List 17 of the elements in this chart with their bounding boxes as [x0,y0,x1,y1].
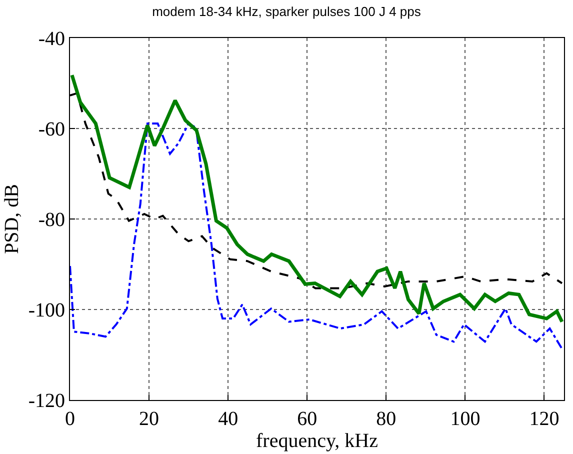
x-tick-label: 120 [529,408,560,430]
y-tick-label: -80 [38,209,65,231]
x-tick-label: 40 [218,408,238,430]
y-tick-label: -120 [28,390,65,412]
x-tick-label: 0 [65,408,75,430]
y-tick-label: -100 [28,300,65,322]
x-tick-label: 100 [450,408,480,430]
y-tick-label: -60 [38,118,65,140]
x-tick-label: 20 [139,408,160,430]
y-axis-title: PSD, dB [0,184,23,254]
line-series [70,73,564,324]
chart-title: modem 18-34 kHz, sparker pulses 100 J 4 pps [152,4,422,19]
line-series [70,122,564,350]
x-tick-label: 60 [297,408,318,430]
y-tick-label: -40 [38,28,65,50]
x-tick-label: 80 [376,408,396,430]
x-axis-title: frequency, kHz [256,430,378,452]
